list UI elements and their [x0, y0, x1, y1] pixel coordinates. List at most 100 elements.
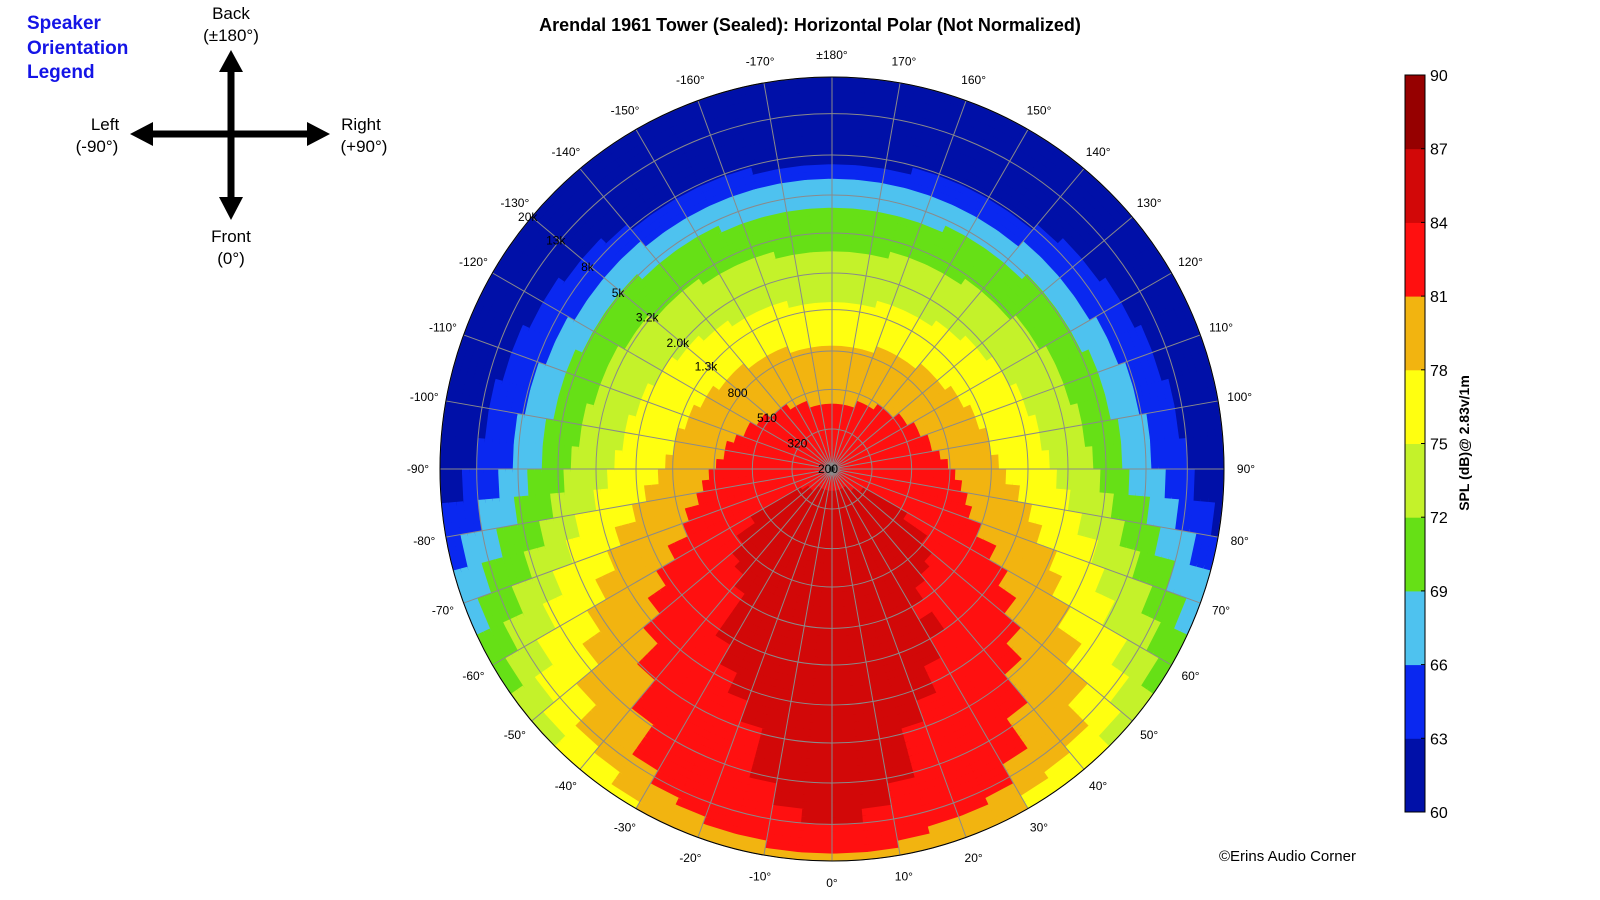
- heatmap-cell: [640, 691, 668, 716]
- heatmap-cell: [800, 816, 836, 826]
- heatmap-cell: [802, 170, 832, 181]
- grid-spoke: [531, 468, 833, 722]
- grid-spoke: [831, 468, 1172, 666]
- heatmap-cell: [802, 504, 811, 514]
- heatmap-cell: [1042, 657, 1069, 686]
- heatmap-cell: [639, 126, 676, 151]
- heatmap-cell: [831, 403, 838, 412]
- heatmap-cell: [939, 223, 967, 243]
- heatmap-cell: [827, 77, 867, 86]
- grid-spoke: [831, 400, 1219, 470]
- heatmap-cell: [663, 663, 689, 686]
- heatmap-cell: [600, 694, 630, 722]
- heatmap-cell: [1013, 667, 1040, 692]
- heatmap-cell: [974, 209, 1004, 232]
- heatmap-cell: [813, 419, 821, 429]
- heatmap-cell: [922, 795, 958, 814]
- heatmap-cell: [807, 449, 816, 457]
- heatmap-cell: [693, 444, 704, 459]
- heatmap-cell: [840, 442, 847, 451]
- heatmap-cell: [943, 509, 956, 525]
- heatmap-cell: [747, 694, 773, 709]
- heatmap-cell: [530, 333, 550, 366]
- heatmap-cell: [1070, 532, 1086, 559]
- heatmap-cell: [958, 802, 996, 825]
- heatmap-cell: [1016, 634, 1041, 660]
- heatmap-cell: [763, 847, 803, 861]
- heatmap-cell: [896, 825, 934, 842]
- heatmap-cell: [831, 410, 838, 419]
- heatmap-cell: [585, 381, 601, 408]
- heatmap-cell: [878, 638, 899, 652]
- heatmap-cell: [1005, 451, 1015, 469]
- heatmap-cell: [662, 409, 676, 428]
- heatmap-cell: [857, 128, 892, 141]
- heatmap-cell: [1024, 298, 1047, 324]
- heatmap-cell: [906, 249, 931, 266]
- heatmap-cell: [701, 446, 711, 460]
- heatmap-cell: [908, 625, 929, 641]
- heatmap-cell: [682, 568, 700, 588]
- heatmap-cell: [651, 328, 671, 351]
- heatmap-cell: [765, 840, 804, 854]
- heatmap-cell: [1048, 466, 1058, 489]
- heatmap-cell: [904, 180, 935, 197]
- heatmap-cell: [929, 575, 947, 592]
- heatmap-cell: [614, 525, 629, 549]
- heatmap-cell: [1045, 245, 1072, 274]
- heatmap-cell: [598, 741, 632, 769]
- heatmap-cell: [708, 413, 721, 429]
- heatmap-cell: [879, 448, 889, 456]
- heatmap-cell: [986, 331, 1005, 353]
- left-label: Left: [91, 115, 120, 134]
- heatmap-cell: [998, 451, 1007, 469]
- heatmap-cell: [527, 494, 540, 526]
- heatmap-cell: [866, 253, 889, 266]
- heatmap-cell: [691, 630, 714, 650]
- heatmap-cell: [839, 433, 845, 442]
- heatmap-cell: [807, 221, 832, 231]
- heatmap-cell: [1094, 309, 1116, 341]
- heatmap-cell: [661, 254, 687, 277]
- heatmap-cell: [990, 641, 1014, 665]
- heatmap-cell: [1026, 612, 1049, 638]
- heatmap-cell: [663, 512, 676, 531]
- heatmap-cell: [469, 405, 482, 442]
- heatmap-cell: [995, 404, 1008, 424]
- heatmap-cell: [514, 294, 537, 329]
- heatmap-cell: [1024, 781, 1061, 810]
- heatmap-cell: [975, 380, 991, 399]
- heatmap-cell: [451, 334, 471, 374]
- heatmap-cell: [675, 797, 712, 819]
- heatmap-cell: [649, 198, 680, 222]
- heatmap-cell: [505, 412, 518, 445]
- heatmap-cell: [866, 327, 882, 340]
- heatmap-cell: [1164, 435, 1174, 469]
- heatmap-cell: [650, 146, 685, 170]
- heatmap-cell: [548, 597, 570, 629]
- heatmap-cell: [792, 496, 802, 506]
- heatmap-cell: [896, 474, 905, 482]
- heatmap-cell: [636, 658, 662, 683]
- heatmap-cell: [765, 106, 801, 120]
- heatmap-cell: [1195, 399, 1209, 437]
- heatmap-cell: [826, 417, 832, 426]
- heatmap-cell: [528, 677, 557, 711]
- heatmap-cell: [768, 819, 805, 832]
- heatmap-cell: [562, 445, 572, 472]
- heatmap-cell: [916, 221, 943, 239]
- heatmap-cell: [868, 320, 885, 333]
- heatmap-cell: [619, 766, 654, 793]
- heatmap-cell: [894, 693, 920, 708]
- heatmap-cell: [893, 88, 932, 105]
- heatmap-cell: [828, 98, 865, 108]
- heatmap-cell: [659, 374, 675, 395]
- heatmap-cell: [730, 317, 749, 334]
- heatmap-cell: [956, 634, 979, 654]
- heatmap-cell: [850, 453, 859, 460]
- grid-spoke: [831, 216, 1133, 470]
- heatmap-cell: [1153, 377, 1169, 412]
- heatmap-cell: [686, 312, 707, 332]
- heatmap-cell: [692, 392, 707, 410]
- heatmap-cell: [745, 646, 767, 662]
